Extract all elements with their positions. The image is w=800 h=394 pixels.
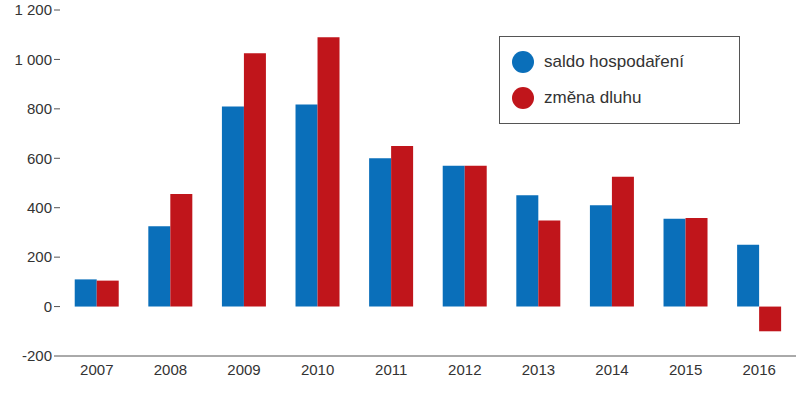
svg-text:600: 600 [27, 150, 52, 167]
html-text:saldo hospodaření: saldo hospodaření [544, 52, 684, 71]
svg-text:2014: 2014 [595, 361, 628, 378]
svg-text:-200: -200 [22, 347, 52, 364]
html-text:změna dluhu: změna dluhu [544, 88, 642, 107]
svg-text:2008: 2008 [154, 361, 187, 378]
svg-text:2013: 2013 [522, 361, 555, 378]
svg-text:2007: 2007 [80, 361, 113, 378]
svg-text:0: 0 [44, 298, 52, 315]
svg-text:1 000: 1 000 [14, 51, 52, 68]
svg-text:400: 400 [27, 199, 52, 216]
svg-text:2012: 2012 [448, 361, 481, 378]
svg-text:2011: 2011 [375, 361, 407, 378]
svg-text:1 200: 1 200 [14, 1, 52, 18]
svg-text:2015: 2015 [669, 361, 702, 378]
svg-text:2009: 2009 [227, 361, 260, 378]
svg-text:200: 200 [27, 248, 52, 265]
svg-text:2016: 2016 [743, 361, 776, 378]
svg-text:800: 800 [27, 100, 52, 117]
svg-text:2010: 2010 [301, 361, 334, 378]
